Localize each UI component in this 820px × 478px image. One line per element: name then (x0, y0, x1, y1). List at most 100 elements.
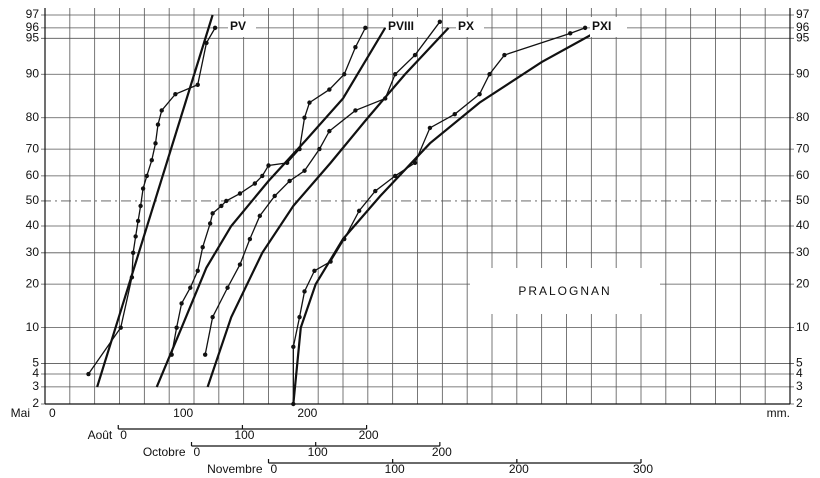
y-tick-label: 97 (26, 7, 40, 21)
data-point (195, 82, 200, 87)
data-point (291, 344, 296, 350)
y-tick-label-right: 97 (796, 7, 810, 21)
y-tick-label-right: 60 (796, 168, 810, 182)
data-point (202, 352, 208, 357)
data-point (327, 87, 332, 92)
data-point (257, 213, 263, 219)
month-tick-label: 200 (509, 462, 529, 476)
data-point (130, 250, 136, 255)
series-label: PX (458, 19, 474, 33)
data-point (224, 198, 229, 204)
y-tick-label: 3 (32, 379, 39, 393)
y-tick-label-right: 96 (796, 20, 810, 34)
data-line (292, 27, 586, 404)
month-axis-label: Août (88, 428, 113, 442)
data-point (212, 25, 218, 31)
y-tick-label-right: 80 (796, 110, 810, 124)
x-tick-label: 0 (49, 406, 56, 420)
data-point (149, 157, 154, 163)
data-point (272, 193, 277, 199)
y-tick-label-right: 40 (796, 218, 810, 232)
month-tick-label: 300 (633, 462, 653, 476)
data-point (302, 115, 307, 120)
y-tick-label: 60 (26, 168, 40, 182)
y-tick-label: 40 (26, 218, 40, 232)
fit-line (292, 26, 605, 405)
data-point (363, 25, 368, 31)
data-point (140, 186, 146, 191)
month-axis-label: Octobre (143, 445, 186, 459)
data-point (297, 314, 302, 320)
y-tick-label: 10 (26, 320, 40, 334)
data-point (353, 45, 358, 50)
y-tick-label: 5 (32, 356, 39, 370)
data-point (568, 31, 573, 36)
data-point (225, 285, 230, 290)
y-tick-label-right: 2 (796, 396, 803, 410)
x-unit: mm. (767, 406, 790, 420)
data-point (353, 108, 358, 113)
data-point (210, 211, 215, 216)
y-tick-label: 30 (26, 245, 40, 259)
data-point (219, 203, 224, 209)
data-point (317, 146, 322, 152)
series-label: PV (230, 19, 246, 33)
data-point (312, 268, 317, 273)
month-tick-label: 200 (359, 428, 379, 442)
series-label-bg (456, 17, 484, 37)
data-point (356, 208, 362, 214)
data-point (327, 128, 332, 134)
data-point (252, 181, 258, 186)
data-point (188, 285, 193, 290)
series-label-bg (228, 17, 256, 37)
data-point (144, 173, 150, 179)
y-tick-label: 20 (26, 276, 40, 290)
y-tick-label: 95 (26, 30, 40, 44)
y-tick-label-right: 50 (796, 193, 810, 207)
y-tick-label-right: 95 (796, 30, 810, 44)
series-label-bg (590, 17, 627, 37)
data-point (135, 218, 141, 224)
data-line (171, 27, 366, 355)
data-point (195, 268, 200, 273)
data-point (207, 221, 213, 226)
x-tick-label: 200 (297, 406, 317, 420)
data-point (173, 91, 178, 97)
y-tick-label-right: 10 (796, 320, 810, 334)
data-point (582, 25, 588, 31)
y-tick-label: 90 (26, 66, 40, 80)
y-tick-label-right: 70 (796, 141, 810, 155)
data-point (174, 325, 179, 330)
y-tick-label-right: 4 (796, 366, 803, 380)
month-tick-label: 100 (234, 428, 254, 442)
data-point (159, 108, 164, 113)
data-point (437, 19, 443, 25)
data-point (392, 72, 398, 77)
data-point (86, 371, 91, 377)
data-point (487, 72, 492, 77)
y-tick-label-right: 3 (796, 379, 803, 393)
data-point (118, 325, 123, 330)
data-point (427, 125, 433, 131)
data-point (200, 244, 205, 250)
month-tick-label: 200 (432, 445, 452, 459)
data-point (502, 52, 507, 58)
y-tick-label: 80 (26, 110, 40, 124)
data-point (392, 173, 398, 179)
data-point (260, 173, 265, 179)
y-tick-label: 70 (26, 141, 40, 155)
fit-line (155, 27, 387, 388)
data-point (287, 178, 292, 184)
annotation: PRALOGNAN (518, 284, 611, 298)
y-tick-label-right: 20 (796, 276, 810, 290)
y-tick-label-right: 90 (796, 66, 810, 80)
y-tick-label: 96 (26, 20, 40, 34)
month-tick-label: 0 (271, 462, 278, 476)
data-point (302, 168, 307, 173)
data-line (204, 21, 441, 355)
data-point (138, 203, 143, 209)
data-point (266, 163, 271, 168)
data-point (247, 236, 253, 242)
data-point (237, 191, 243, 196)
